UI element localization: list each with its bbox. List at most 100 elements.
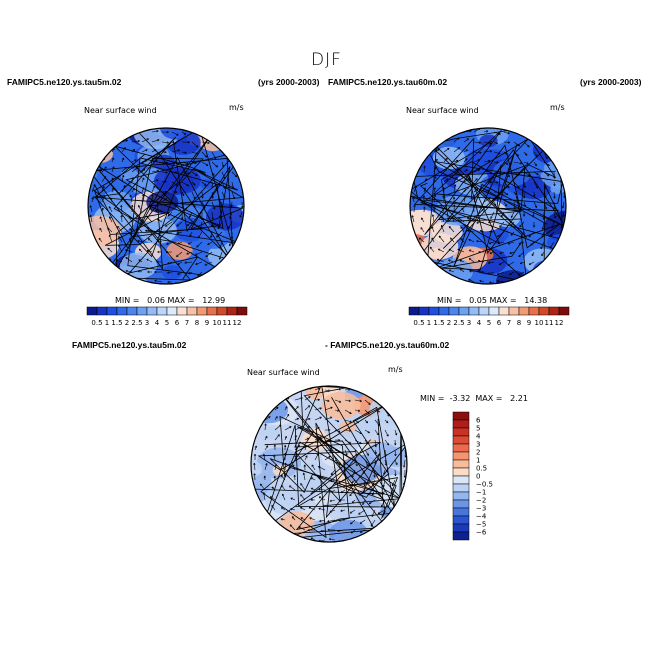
wind-arrowhead: [370, 524, 373, 527]
wind-vector: [493, 181, 499, 183]
wind-vector: [191, 141, 199, 148]
wind-arrowhead: [217, 226, 220, 230]
wind-arrowhead: [420, 217, 424, 220]
wind-arrowhead: [438, 248, 441, 251]
wind-arrowhead: [445, 178, 449, 181]
coastline: [410, 160, 560, 271]
wind-vector: [441, 216, 445, 223]
wind-vector: [228, 241, 233, 246]
wind-arrowhead: [308, 396, 311, 399]
wind-vector: [553, 181, 555, 187]
wind-vector: [176, 251, 183, 257]
wind-vector: [186, 251, 193, 255]
wind-arrowhead: [453, 204, 456, 207]
wind-vector: [384, 439, 390, 446]
wind-vector: [384, 429, 389, 437]
wind-arrowhead: [293, 474, 296, 477]
coastline: [424, 130, 564, 236]
colorbar-swatch: [468, 306, 480, 316]
wind-vector: [421, 217, 425, 223]
wind-vector: [284, 414, 290, 421]
wind-vector: [523, 181, 526, 188]
wind-arrowhead: [308, 506, 312, 510]
wind-arrowhead: [479, 151, 482, 154]
wind-vector: [270, 496, 276, 501]
wind-vector: [171, 171, 177, 173]
wind-arrowhead: [519, 261, 523, 265]
wind-arrowhead: [507, 263, 510, 266]
wind-vector: [171, 141, 177, 145]
wind-arrowhead: [374, 462, 377, 465]
wind-vector: [121, 157, 124, 163]
wind-arrowhead: [478, 250, 481, 254]
colorbar-swatch: [452, 411, 470, 421]
wind-arrowhead: [131, 177, 134, 180]
wind-arrowhead: [117, 225, 120, 229]
wind-arrowhead: [330, 472, 334, 476]
wind-vector: [200, 221, 203, 230]
panel-2-variable: Near surface wind: [406, 106, 479, 115]
wind-arrowhead: [264, 423, 267, 426]
wind-vector: [274, 406, 279, 411]
wind-arrowhead: [359, 399, 362, 403]
wind-vector: [441, 225, 445, 233]
wind-arrowhead: [355, 453, 358, 456]
wind-arrowhead: [544, 195, 547, 198]
wind-vector: [483, 130, 489, 133]
wind-arrowhead: [450, 237, 453, 240]
wind-vector: [533, 161, 537, 166]
wind-vector: [337, 529, 346, 532]
wind-arrowhead: [516, 173, 519, 176]
wind-vector: [562, 201, 565, 209]
wind-arrowhead: [280, 474, 283, 478]
wind-arrowhead: [265, 435, 268, 439]
wind-arrowhead: [184, 151, 187, 154]
wind-vector: [217, 221, 223, 230]
colorbar-swatch: [186, 306, 198, 316]
wind-vector: [149, 204, 153, 213]
wind-vector: [392, 479, 396, 487]
wind-arrowhead: [367, 412, 370, 415]
wind-vector: [314, 436, 322, 441]
wind-vector: [210, 231, 213, 238]
wind-arrowhead: [493, 203, 497, 206]
wind-arrowhead: [377, 410, 380, 413]
colorbar-swatch: [452, 435, 470, 445]
wind-arrowhead: [137, 270, 140, 273]
wind-vector: [463, 177, 471, 183]
wind-arrowhead: [505, 152, 508, 155]
wind-arrowhead: [167, 261, 170, 265]
wind-vector: [207, 241, 213, 245]
wind-vector: [530, 241, 535, 246]
wind-arrowhead: [327, 399, 330, 402]
wind-arrowhead: [337, 409, 340, 412]
wind-arrowhead: [336, 419, 340, 423]
wind-arrowhead: [532, 225, 536, 228]
colorbar-swatch: [452, 523, 470, 533]
wind-vector: [467, 217, 475, 223]
wind-vector: [303, 472, 306, 481]
wind-vector: [324, 439, 331, 442]
map-field: [88, 128, 244, 284]
map-shade-region: [260, 426, 279, 440]
wind-arrowhead: [174, 204, 177, 207]
wind-arrowhead: [277, 434, 280, 437]
coastline: [419, 154, 564, 283]
wind-vector: [476, 221, 485, 224]
wind-vector: [221, 191, 226, 198]
wind-arrowhead: [167, 271, 170, 274]
wind-arrowhead: [112, 166, 115, 169]
wind-vector: [550, 231, 555, 237]
wind-arrowhead: [302, 472, 306, 475]
wind-vector: [433, 166, 437, 173]
wind-vector: [372, 479, 376, 486]
coastline: [264, 406, 397, 519]
wind-arrowhead: [489, 142, 492, 145]
wind-arrowhead: [458, 217, 461, 220]
wind-arrowhead: [464, 195, 467, 198]
wind-arrowhead: [510, 233, 513, 236]
wind-vector: [136, 226, 143, 233]
wind-vector: [403, 459, 406, 468]
wind-vector: [463, 138, 469, 143]
wind-vector: [111, 148, 115, 153]
